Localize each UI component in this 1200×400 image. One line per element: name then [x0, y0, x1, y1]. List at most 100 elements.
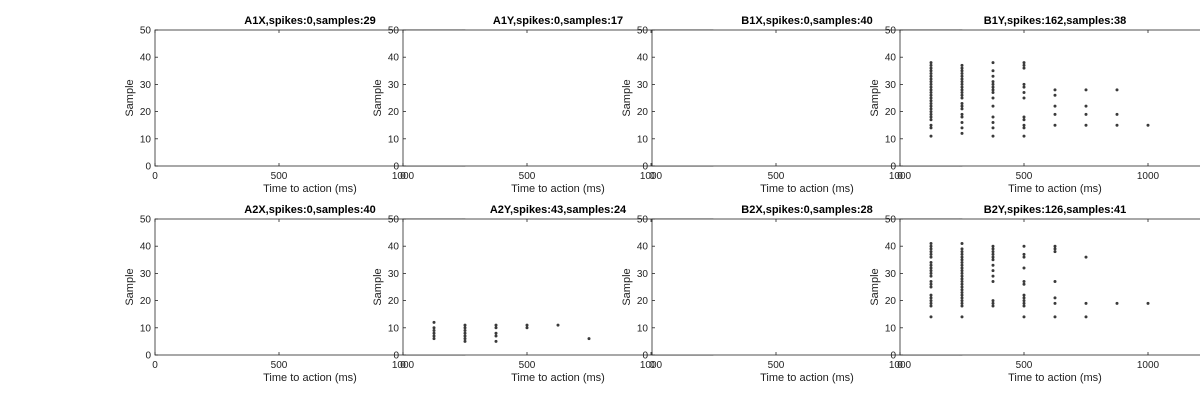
plot-frame	[899, 29, 1200, 167]
data-point	[960, 274, 964, 278]
y-tick-label: 20	[388, 107, 400, 118]
data-point	[494, 331, 498, 335]
y-tick-label: 0	[393, 162, 399, 173]
data-point	[929, 266, 933, 270]
data-point	[929, 93, 933, 97]
y-axis-label: Sample	[124, 79, 136, 116]
x-axis-label: Time to action (ms)	[1008, 372, 1102, 384]
data-point	[960, 261, 964, 265]
data-point	[1084, 104, 1088, 108]
x-tick-label: 0	[400, 171, 406, 182]
y-tick-label: 50	[140, 215, 152, 226]
data-point	[960, 290, 964, 294]
data-point	[432, 334, 436, 338]
data-point	[991, 115, 995, 119]
data-point	[929, 274, 933, 278]
y-tick-label: 0	[145, 162, 151, 173]
data-point	[960, 77, 964, 81]
y-axis-label: Sample	[372, 268, 384, 305]
data-point	[463, 334, 467, 338]
data-point	[463, 339, 467, 343]
data-point	[1053, 280, 1057, 284]
data-point	[991, 269, 995, 273]
data-point	[991, 299, 995, 303]
chart-title: B2Y,spikes:126,samples:41	[984, 204, 1126, 216]
data-point	[432, 326, 436, 330]
data-point	[960, 269, 964, 273]
data-point	[960, 66, 964, 70]
y-tick-label: 20	[140, 296, 152, 307]
chart-title: A2X,spikes:0,samples:40	[244, 204, 375, 216]
data-point	[960, 131, 964, 135]
data-point	[929, 118, 933, 122]
x-tick-label: 0	[897, 171, 903, 182]
data-point	[525, 323, 529, 327]
data-point	[1053, 315, 1057, 319]
chart-title: B2X,spikes:0,samples:28	[741, 204, 872, 216]
data-point	[1084, 315, 1088, 319]
data-point	[929, 115, 933, 119]
data-point	[929, 304, 933, 308]
data-point	[991, 74, 995, 78]
data-point	[432, 320, 436, 324]
data-point	[991, 263, 995, 267]
y-tick-label: 20	[637, 296, 649, 307]
data-point	[991, 304, 995, 308]
x-axis-label: Time to action (ms)	[263, 183, 357, 195]
data-point	[1053, 112, 1057, 116]
data-point	[991, 244, 995, 248]
data-point	[1084, 255, 1088, 259]
data-point	[991, 255, 995, 259]
data-point	[929, 66, 933, 70]
data-point	[960, 72, 964, 76]
y-tick-label: 30	[388, 269, 400, 280]
data-point	[991, 80, 995, 84]
data-point	[463, 326, 467, 330]
x-tick-label: 500	[768, 360, 785, 371]
y-tick-label: 40	[885, 242, 897, 253]
data-point	[929, 112, 933, 116]
x-tick-label: 500	[768, 171, 785, 182]
data-point	[991, 96, 995, 100]
y-tick-label: 40	[885, 53, 897, 64]
y-tick-label: 40	[140, 53, 152, 64]
data-point	[960, 69, 964, 73]
data-point	[991, 61, 995, 65]
data-point	[960, 82, 964, 86]
data-point	[960, 250, 964, 254]
x-tick-label: 1000	[889, 360, 912, 371]
data-point	[1053, 301, 1057, 305]
y-tick-label: 50	[388, 215, 400, 226]
data-point	[463, 323, 467, 327]
y-tick-label: 0	[642, 351, 648, 362]
data-point	[991, 88, 995, 92]
data-point	[1146, 123, 1150, 127]
data-point	[494, 339, 498, 343]
data-point	[929, 280, 933, 284]
y-tick-label: 30	[885, 269, 897, 280]
data-point	[991, 250, 995, 254]
data-point	[1022, 282, 1026, 286]
data-point	[929, 252, 933, 256]
data-point	[1022, 244, 1026, 248]
data-point	[960, 296, 964, 300]
data-point	[1053, 93, 1057, 97]
data-point	[432, 337, 436, 341]
data-point	[1053, 88, 1057, 92]
x-tick-label: 1000	[889, 171, 912, 182]
y-tick-label: 50	[637, 215, 649, 226]
data-point	[1084, 301, 1088, 305]
x-tick-label: 0	[152, 360, 158, 371]
chart-title: B1X,spikes:0,samples:40	[741, 15, 872, 27]
y-tick-label: 0	[890, 351, 896, 362]
x-axis-label: Time to action (ms)	[760, 372, 854, 384]
data-point	[960, 126, 964, 130]
x-axis-label: Time to action (ms)	[760, 183, 854, 195]
data-point	[991, 301, 995, 305]
data-point	[991, 134, 995, 138]
data-point	[1022, 91, 1026, 95]
x-tick-label: 500	[271, 360, 288, 371]
data-point	[494, 326, 498, 330]
subplot-7: B2Y,spikes:126,samples:410 500 10000102030…	[869, 204, 1200, 384]
